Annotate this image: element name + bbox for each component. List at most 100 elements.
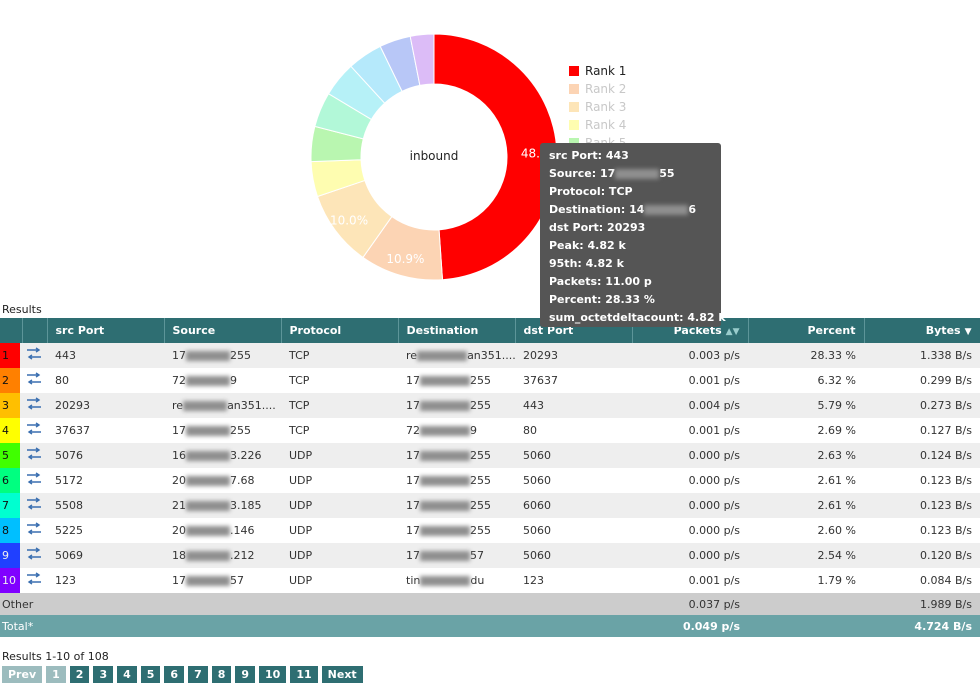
flow-graph-icon[interactable]: [26, 347, 42, 361]
legend-item-rank-1[interactable]: Rank 1: [569, 62, 626, 80]
redacted-value: [420, 401, 470, 411]
results-summary: Results 1-10 of 108: [2, 650, 109, 663]
legend-item-rank-3[interactable]: Rank 3: [569, 98, 626, 116]
src-port-cell: 5069: [47, 543, 164, 568]
redacted-value: [186, 476, 230, 486]
destination-cell: 17 255: [398, 443, 515, 468]
flow-graph-icon[interactable]: [26, 572, 42, 586]
table-header-row: src Port Source Protocol Destination dst…: [0, 318, 980, 343]
tooltip-line: Protocol: TCP: [549, 185, 633, 198]
flow-graph-icon[interactable]: [26, 447, 42, 461]
flow-graph-icon[interactable]: [26, 522, 42, 536]
table-row[interactable]: 6 5172 20 7.68 UDP 17 255 5060 0.000 p/s 2.61 % 0.…: [0, 468, 980, 493]
table-row[interactable]: 10 123 17 57 UDP tin du 123 0.001 p/s 1.79 % 0.084…: [0, 568, 980, 593]
redacted-value: [420, 526, 470, 536]
table-row[interactable]: 7 5508 21 3.185 UDP 17 255 6060 0.000 p/s 2.61 % 0…: [0, 493, 980, 518]
source-cell: 17 255: [164, 343, 281, 368]
page-button-4[interactable]: 4: [117, 666, 137, 683]
packets-cell: 0.001 p/s: [632, 568, 748, 593]
percent-cell: 2.63 %: [748, 443, 864, 468]
bytes-cell: 0.120 B/s: [864, 543, 980, 568]
percent-cell: 2.61 %: [748, 493, 864, 518]
results-heading: Results: [2, 303, 42, 316]
bytes-cell: 0.299 B/s: [864, 368, 980, 393]
flow-icon-cell[interactable]: [22, 518, 47, 543]
chart-center-label: inbound: [410, 149, 459, 163]
flow-icon-cell[interactable]: [22, 443, 47, 468]
page-button-3[interactable]: 3: [93, 666, 114, 683]
header-src-port[interactable]: src Port: [47, 318, 165, 343]
page-button-1[interactable]: 1: [46, 666, 66, 683]
page-button-9[interactable]: 9: [235, 666, 256, 683]
source-cell: 18.212: [164, 543, 281, 568]
flow-icon-cell[interactable]: [22, 393, 47, 418]
total-row-bytes: 4.724 B/s: [864, 615, 980, 637]
flow-icon-cell[interactable]: [22, 568, 47, 593]
flow-graph-icon[interactable]: [26, 422, 42, 436]
redacted-value: [186, 426, 230, 436]
flow-icon-cell[interactable]: [22, 368, 47, 393]
flow-graph-icon[interactable]: [26, 472, 42, 486]
destination-cell: 17 57: [398, 543, 515, 568]
legend-item-rank-4[interactable]: Rank 4: [569, 116, 626, 134]
table-row[interactable]: 4 37637 17 255 TCP 72 9 80 0.001 p/s 2.69 % 0.127 …: [0, 418, 980, 443]
total-row-packets: 0.049 p/s: [632, 615, 748, 637]
page-button-11[interactable]: 11: [290, 666, 318, 683]
header-percent[interactable]: Percent: [748, 318, 865, 343]
table-row[interactable]: 5 5076 16 3.226 UDP 17 255 5060 0.000 p/s 2.63 % 0…: [0, 443, 980, 468]
packets-cell: 0.000 p/s: [632, 443, 748, 468]
other-row-percent: [748, 593, 864, 615]
page-button-8[interactable]: 8: [211, 666, 232, 683]
page-button-2[interactable]: 2: [69, 666, 90, 683]
legend-item-rank-2[interactable]: Rank 2: [569, 80, 626, 98]
table-row[interactable]: 1 443 17 255 TCP re an351.... 20293 0.003 p/s 28.…: [0, 343, 980, 368]
flow-graph-icon[interactable]: [26, 497, 42, 511]
dst-port-cell: 123: [515, 568, 632, 593]
protocol-cell: TCP: [281, 418, 398, 443]
packets-cell: 0.000 p/s: [632, 468, 748, 493]
protocol-cell: UDP: [281, 568, 398, 593]
flow-icon-cell[interactable]: [22, 493, 47, 518]
flow-icon-cell[interactable]: [22, 343, 47, 368]
page-button-6[interactable]: 6: [164, 666, 185, 683]
header-protocol[interactable]: Protocol: [281, 318, 399, 343]
rank-cell: 2: [0, 368, 22, 393]
table-row[interactable]: 8 5225 20.146 UDP 17 255 5060 0.000 p/s 2.60 % 0.…: [0, 518, 980, 543]
percent-cell: 1.79 %: [748, 568, 864, 593]
flow-graph-icon[interactable]: [26, 547, 42, 561]
page-button-10[interactable]: 10: [259, 666, 287, 683]
table-row[interactable]: 2 80 72 9 TCP 17 255 37637 0.001 p/s 6.32 % 0.299 …: [0, 368, 980, 393]
tooltip-line: Destination: 14 6: [549, 203, 697, 216]
header-source[interactable]: Source: [164, 318, 282, 343]
packets-cell: 0.004 p/s: [632, 393, 748, 418]
redacted-value: [420, 376, 470, 386]
header-packets[interactable]: Packets ▲▼: [632, 318, 749, 343]
header-destination[interactable]: Destination: [398, 318, 516, 343]
source-cell: 20.146: [164, 518, 281, 543]
next-button[interactable]: Next: [321, 666, 363, 683]
slice-label-rank-3: 10.0%: [330, 213, 368, 227]
slice-rank-10[interactable]: [409, 33, 435, 86]
rank-cell: 6: [0, 468, 22, 493]
table-row[interactable]: 3 20293 re an351.... TCP 17 255 443 0.004 p/s 5.7…: [0, 393, 980, 418]
page-button-5[interactable]: 5: [140, 666, 161, 683]
flow-icon-cell[interactable]: [22, 468, 47, 493]
packets-cell: 0.003 p/s: [632, 343, 748, 368]
flow-graph-icon[interactable]: [26, 397, 42, 411]
other-row-packets: 0.037 p/s: [632, 593, 748, 615]
flow-graph-icon[interactable]: [26, 372, 42, 386]
redacted-value: [420, 476, 470, 486]
dst-port-cell: 5060: [515, 543, 632, 568]
destination-cell: 17 255: [398, 493, 515, 518]
slice-rank-1[interactable]: [433, 33, 558, 281]
flow-icon-cell[interactable]: [22, 418, 47, 443]
other-row-bytes: 1.989 B/s: [864, 593, 980, 615]
prev-button[interactable]: Prev: [2, 666, 43, 683]
header-bytes[interactable]: Bytes ▼: [864, 318, 980, 343]
redacted-value: [420, 451, 470, 461]
page-button-7[interactable]: 7: [188, 666, 208, 683]
src-port-cell: 5172: [47, 468, 164, 493]
flow-icon-cell[interactable]: [22, 543, 47, 568]
table-row[interactable]: 9 5069 18.212 UDP 17 57 5060 0.000 p/s 2.54 % 0.1…: [0, 543, 980, 568]
legend-swatch: [569, 84, 579, 94]
